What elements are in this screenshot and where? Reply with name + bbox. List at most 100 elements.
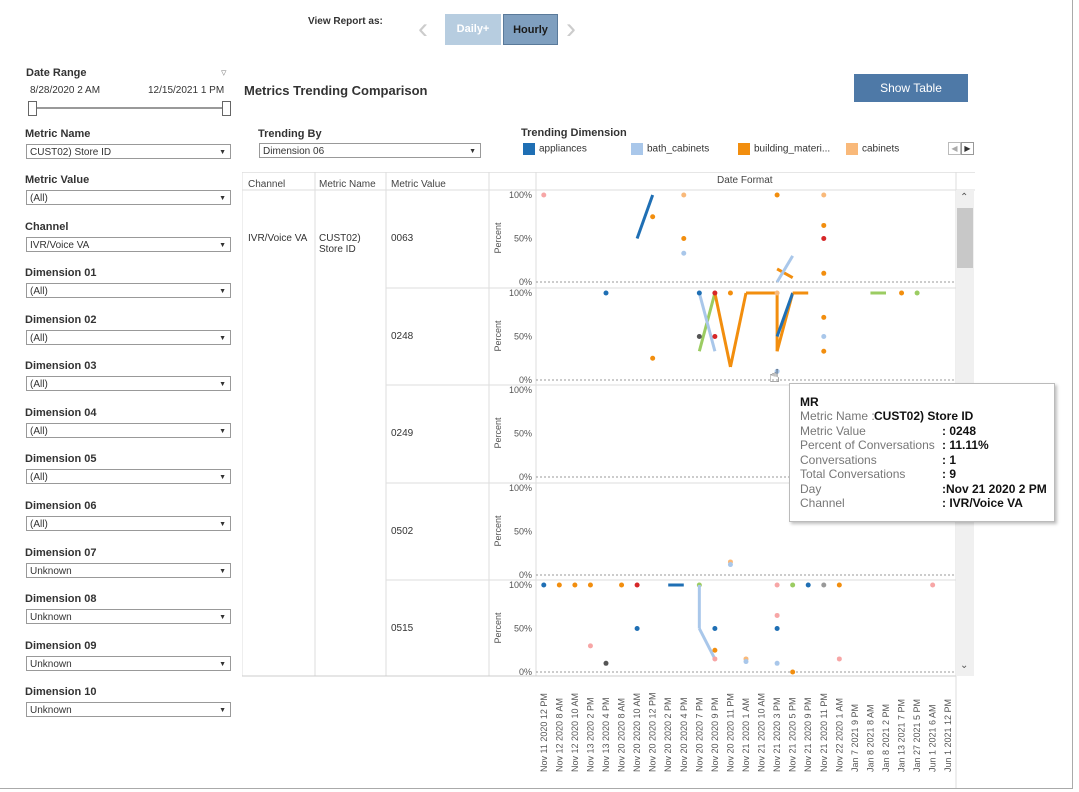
filter-dropdown[interactable]: (All) ▼ bbox=[26, 376, 231, 391]
y-tick-label: 0% bbox=[519, 277, 532, 287]
series-line bbox=[713, 292, 732, 368]
data-point bbox=[727, 290, 733, 296]
series-line bbox=[776, 267, 794, 279]
scroll-up-icon[interactable]: ⌃ bbox=[960, 192, 969, 203]
data-point bbox=[603, 660, 609, 666]
data-point bbox=[836, 582, 842, 588]
x-tick-label: Nov 20 2020 9 PM bbox=[710, 697, 720, 772]
filter-value: CUST02) Store ID bbox=[30, 147, 112, 158]
data-point bbox=[681, 192, 687, 198]
x-tick-label: Nov 20 2020 4 PM bbox=[679, 697, 689, 772]
y-axis-title: Percent bbox=[493, 612, 503, 644]
data-point bbox=[774, 660, 780, 666]
y-axis-title: Percent bbox=[493, 320, 503, 352]
show-table-button[interactable]: Show Table bbox=[854, 74, 968, 102]
x-tick-label: Jun 1 2021 6 AM bbox=[928, 704, 938, 772]
filter-dropdown[interactable]: CUST02) Store ID ▼ bbox=[26, 144, 231, 159]
chevron-left-icon[interactable]: ‹ bbox=[418, 12, 428, 45]
filter-value: (All) bbox=[30, 333, 48, 344]
series-line bbox=[775, 292, 795, 338]
slider-handle-end[interactable] bbox=[222, 101, 231, 116]
y-axis-title: Percent bbox=[493, 417, 503, 449]
filter-value: (All) bbox=[30, 426, 48, 437]
x-tick-label: Jun 1 2021 12 PM bbox=[943, 699, 953, 772]
legend-next-button[interactable]: ▶ bbox=[961, 142, 974, 155]
filter-value: IVR/Voice VA bbox=[30, 240, 90, 251]
filter-label: Dimension 10 bbox=[25, 686, 97, 698]
y-tick-label: 0% bbox=[519, 375, 532, 385]
scrollbar-thumb[interactable] bbox=[957, 208, 973, 268]
x-tick-label: Nov 20 2020 10 AM bbox=[632, 693, 642, 772]
filter-icon[interactable]: ▿ bbox=[221, 67, 227, 79]
chevron-down-icon: ▼ bbox=[219, 288, 226, 295]
date-range-slider[interactable] bbox=[31, 107, 228, 109]
filter-dropdown[interactable]: (All) ▼ bbox=[26, 330, 231, 345]
tooltip-label: Day bbox=[800, 481, 822, 496]
filter-label: Dimension 08 bbox=[25, 593, 97, 605]
filter-dropdown[interactable]: (All) ▼ bbox=[26, 469, 231, 484]
y-axis-title: Percent bbox=[493, 515, 503, 547]
y-tick-label: 50% bbox=[514, 429, 532, 439]
filter-dropdown[interactable]: Unknown ▼ bbox=[26, 563, 231, 578]
x-tick-label: Nov 21 2020 9 PM bbox=[803, 697, 813, 772]
filter-dropdown[interactable]: IVR/Voice VA ▼ bbox=[26, 237, 231, 252]
data-point bbox=[899, 290, 905, 296]
tab-hourly[interactable]: Hourly bbox=[503, 14, 558, 45]
chevron-down-icon: ▼ bbox=[219, 707, 226, 714]
filter-label: Metric Name bbox=[25, 128, 91, 140]
legend-item[interactable]: bath_cabinets bbox=[631, 143, 709, 155]
legend-item[interactable]: building_materi... bbox=[738, 143, 830, 155]
scroll-down-icon[interactable]: ⌄ bbox=[960, 660, 969, 671]
data-point bbox=[774, 626, 780, 631]
cell-metric-value: 0063 bbox=[391, 233, 414, 244]
data-point bbox=[790, 669, 796, 675]
x-tick-label: Jan 8 2021 8 AM bbox=[865, 704, 875, 772]
filter-dropdown[interactable]: (All) ▼ bbox=[26, 190, 231, 205]
tooltip-value: :Nov 21 2020 2 PM bbox=[942, 481, 1047, 496]
filter-dropdown[interactable]: (All) ▼ bbox=[26, 423, 231, 438]
data-point bbox=[836, 656, 842, 662]
data-point bbox=[603, 290, 609, 296]
data-point bbox=[634, 582, 640, 588]
trending-dimension-label: Trending Dimension bbox=[521, 127, 627, 139]
slider-handle-start[interactable] bbox=[28, 101, 37, 116]
tooltip-label: Channel bbox=[800, 496, 845, 510]
legend-item[interactable]: appliances bbox=[523, 143, 587, 155]
trending-by-dropdown[interactable]: Dimension 06 ▼ bbox=[259, 143, 481, 158]
cell-metric-name: CUST02) Store ID bbox=[319, 233, 361, 255]
filter-value: Unknown bbox=[30, 705, 72, 716]
data-point bbox=[681, 250, 687, 256]
chevron-right-icon[interactable]: › bbox=[566, 12, 576, 45]
filter-dropdown[interactable]: Unknown ▼ bbox=[26, 656, 231, 671]
legend-label: building_materi... bbox=[754, 143, 831, 155]
y-tick-label: 100% bbox=[509, 580, 532, 590]
x-tick-label: Nov 21 2020 1 AM bbox=[741, 698, 751, 772]
data-point bbox=[821, 236, 827, 241]
filter-dropdown[interactable]: (All) ▼ bbox=[26, 516, 231, 531]
data-point bbox=[712, 626, 718, 631]
y-tick-label: 0% bbox=[519, 667, 532, 677]
legend-prev-button[interactable]: ◀ bbox=[948, 142, 961, 155]
data-point bbox=[556, 582, 562, 588]
legend-item[interactable]: cabinets bbox=[846, 143, 899, 155]
x-tick-label: Nov 20 2020 7 PM bbox=[694, 697, 704, 772]
legend-swatch bbox=[523, 143, 535, 155]
filter-dropdown[interactable]: Unknown ▼ bbox=[26, 609, 231, 624]
tab-daily[interactable]: Daily+ bbox=[445, 14, 501, 45]
legend-swatch bbox=[631, 143, 643, 155]
data-point bbox=[634, 626, 640, 631]
data-point bbox=[541, 192, 547, 198]
y-axis-title: Percent bbox=[493, 222, 503, 254]
data-point bbox=[774, 290, 780, 296]
filter-dropdown[interactable]: Unknown ▼ bbox=[26, 702, 231, 717]
header-metric-value: Metric Value bbox=[391, 179, 446, 190]
tooltip-value: : IVR/Voice VA bbox=[942, 496, 1023, 510]
filter-dropdown[interactable]: (All) ▼ bbox=[26, 283, 231, 298]
data-point bbox=[821, 192, 827, 198]
hand-cursor-icon: ☝ bbox=[769, 366, 780, 386]
data-point bbox=[572, 582, 578, 588]
cell-metric-value: 0515 bbox=[391, 623, 414, 634]
data-point bbox=[712, 647, 718, 653]
data-point bbox=[774, 368, 780, 374]
data-point bbox=[650, 214, 656, 220]
